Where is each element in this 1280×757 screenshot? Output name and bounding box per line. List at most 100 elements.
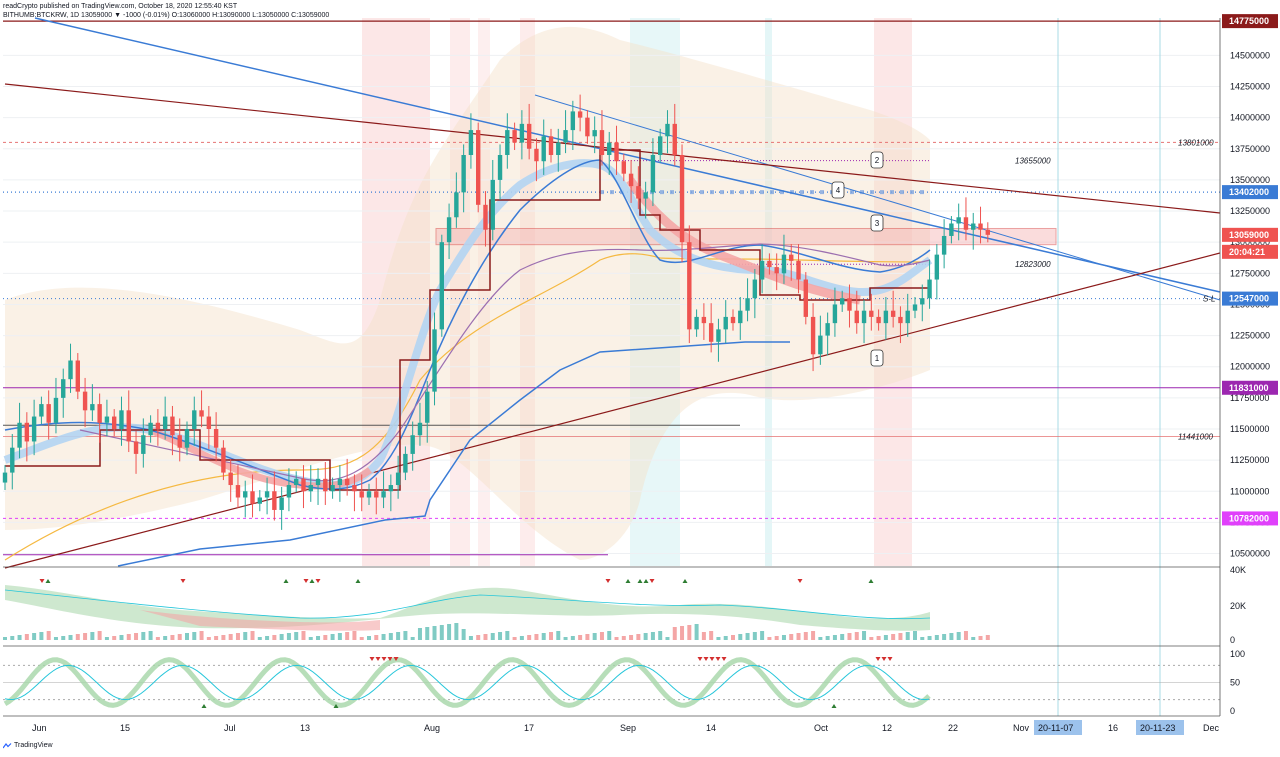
candle — [716, 318, 721, 362]
volume-bar — [396, 632, 401, 640]
price-tick-label: 13500000 — [1230, 175, 1270, 185]
candle-body — [577, 111, 583, 118]
candle — [112, 409, 117, 437]
volume-bar — [345, 632, 350, 640]
candle — [337, 465, 343, 502]
volume-bar — [432, 626, 437, 640]
volume-bar — [461, 629, 466, 640]
price-tick-label: 13750000 — [1230, 144, 1270, 154]
candle-body — [68, 360, 73, 380]
candle-body — [90, 404, 95, 411]
candle — [971, 212, 976, 250]
candle-body — [221, 447, 226, 473]
callout-box — [870, 151, 884, 169]
price-tag-label: 14775000 — [1229, 16, 1269, 26]
signal-marker — [709, 657, 715, 661]
volume-bar — [942, 634, 947, 640]
candle — [723, 300, 728, 344]
candle — [141, 418, 146, 468]
volume-bar — [112, 636, 117, 640]
candle — [417, 402, 423, 446]
volume-bar — [447, 624, 452, 640]
signal-marker — [180, 579, 186, 583]
price-tag-label: 12547000 — [1229, 294, 1269, 304]
candle-body — [628, 173, 634, 187]
candle-body — [61, 379, 66, 398]
volume-bar — [687, 625, 692, 640]
signal-marker — [797, 579, 803, 583]
candle-body — [388, 485, 394, 492]
candle-body — [272, 491, 277, 510]
candle-body — [985, 229, 990, 235]
candle-body — [264, 491, 270, 498]
candle-body — [585, 117, 590, 137]
candle-body — [454, 192, 459, 218]
candle — [170, 405, 175, 456]
volume-average-line — [4, 589, 931, 620]
candle — [199, 390, 204, 428]
candle — [228, 458, 233, 502]
signal-marker — [875, 657, 881, 661]
candle-body — [294, 478, 299, 486]
volume-bar — [738, 634, 743, 640]
candle — [519, 110, 525, 160]
candle — [432, 312, 437, 406]
candle — [53, 377, 59, 434]
candle-body — [461, 155, 466, 193]
candle — [883, 296, 889, 340]
candle-body — [556, 142, 561, 155]
time-tick-label: 14 — [706, 723, 716, 733]
volume-bar — [985, 635, 990, 640]
candle — [577, 94, 583, 132]
volume-bar — [913, 631, 917, 640]
candle — [454, 172, 459, 228]
volume-cloud — [5, 585, 930, 631]
candle-body — [847, 298, 852, 311]
signal-marker — [881, 657, 887, 661]
candle-body — [519, 123, 525, 143]
signal-marker — [303, 579, 309, 583]
signal-marker — [355, 579, 361, 583]
volume-bar — [963, 631, 968, 640]
price-tick-label: 12000000 — [1230, 362, 1270, 372]
candle-body — [403, 453, 408, 473]
time-tick-label: 22 — [948, 723, 958, 733]
candle — [869, 293, 874, 331]
candle-body — [199, 410, 204, 417]
candle — [920, 284, 925, 322]
candle — [599, 110, 605, 166]
candle — [235, 465, 241, 509]
candle-body — [490, 179, 495, 230]
candle-body — [206, 416, 212, 429]
volume-bar — [803, 632, 808, 640]
candle-body — [781, 254, 787, 274]
resistance-box — [435, 227, 1057, 246]
candle — [257, 490, 262, 512]
candle — [446, 203, 452, 259]
candle — [810, 303, 816, 372]
price-tick-label: 14250000 — [1230, 82, 1270, 92]
footer: TradingView — [3, 742, 53, 749]
price-tick-label: 11500000 — [1230, 424, 1269, 434]
volume-bar — [680, 626, 685, 640]
signal-marker — [283, 579, 289, 583]
volume-tick-label: 0 — [1230, 635, 1235, 645]
volume-bar — [883, 635, 888, 640]
candle-body — [344, 478, 350, 486]
publish-line: readCrypto published on TradingView.com,… — [3, 3, 238, 10]
candle-body — [53, 397, 59, 423]
volume-bar — [425, 627, 430, 640]
candle-body — [927, 279, 932, 299]
signal-marker — [715, 657, 721, 661]
price-tick-label: 14500000 — [1230, 50, 1270, 60]
volume-bar — [825, 636, 830, 640]
candle — [949, 216, 954, 244]
oscillator-tick-label: 100 — [1230, 649, 1245, 659]
symbol-line: BITHUMB:BTCKRW, 1D 13059000 ▼ -1000 (-0.… — [3, 12, 330, 19]
candle — [614, 125, 619, 175]
candle — [31, 399, 37, 456]
candle — [985, 222, 990, 243]
candle — [854, 290, 859, 334]
signal-marker — [369, 657, 375, 661]
